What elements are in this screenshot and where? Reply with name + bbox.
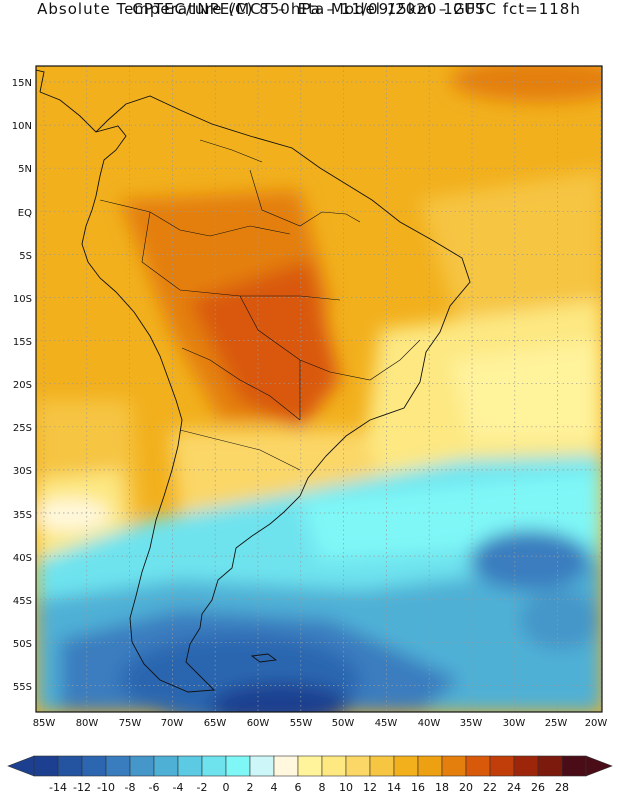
colorbar-cell <box>393 755 419 777</box>
lon-label-45w: 45W <box>375 718 398 729</box>
colorbar-tick-label: 8 <box>319 781 326 794</box>
colorbar-cell <box>297 755 323 777</box>
lon-label-20w: 20W <box>585 718 608 729</box>
colorbar-tick-label: 24 <box>507 781 521 794</box>
falkland-islands <box>250 653 278 663</box>
lon-label-65w: 65W <box>204 718 227 729</box>
lon-label-85w: 85W <box>33 718 56 729</box>
colorbar-tick-label: 6 <box>295 781 302 794</box>
colorbar-tick-label: -10 <box>97 781 115 794</box>
colorbar-cell <box>81 755 107 777</box>
colorbar-cell <box>129 755 155 777</box>
colorbar-tick-label: 0 <box>223 781 230 794</box>
colorbar-tick-label: 2 <box>247 781 254 794</box>
colorbar-tick-label: 18 <box>435 781 449 794</box>
lat-label-15s: 15S <box>13 337 32 348</box>
lat-label-5s: 5S <box>19 251 32 262</box>
colorbar-cell <box>513 755 539 777</box>
colorbar-tick-label: -12 <box>73 781 91 794</box>
colorbar-arrow-high <box>585 755 613 777</box>
central-america-coast <box>36 69 45 93</box>
borders <box>99 139 421 471</box>
colorbar-tick-label: -2 <box>197 781 208 794</box>
lat-label-35s: 35S <box>13 510 32 521</box>
map-subtitle: Absolute Temperature (C) 850hPa – 11/09/… <box>37 0 581 18</box>
colorbar-cell <box>57 755 83 777</box>
lat-label-5n: 5N <box>18 164 32 175</box>
lat-label-25s: 25S <box>13 423 32 434</box>
colorbar-cell <box>489 755 515 777</box>
lon-label-40w: 40W <box>418 718 441 729</box>
colorbar-tick-label: 28 <box>555 781 569 794</box>
lon-label-50w: 50W <box>332 718 355 729</box>
colorbar-cell <box>249 755 275 777</box>
colorbar-cell <box>33 755 59 777</box>
colorbar-tick-label: 26 <box>531 781 545 794</box>
map-title: CPTEC/INPE/MCT – Eta Model 15km – GFS <box>132 0 486 18</box>
south-america-coastline <box>39 91 471 693</box>
colorbar-cell <box>441 755 467 777</box>
lon-label-75w: 75W <box>119 718 142 729</box>
colorbar-cell <box>153 755 179 777</box>
colorbar-tick-label: 16 <box>411 781 425 794</box>
colorbar-cell <box>369 755 395 777</box>
colorbar-arrow-low <box>7 755 35 777</box>
lon-label-60w: 60W <box>247 718 270 729</box>
lat-label-15n: 15N <box>12 78 32 89</box>
colorbar-tick-label: 10 <box>339 781 353 794</box>
colorbar-tick-label: 14 <box>387 781 401 794</box>
colorbar-tick-label: -14 <box>49 781 67 794</box>
colorbar: -14 -12 -10 -8 -6 -4 -2 0 2 4 6 8 10 12 14 16 18 20 22 24 26… <box>7 755 613 794</box>
lon-label-70w: 70W <box>161 718 184 729</box>
colorbar-cell <box>177 755 203 777</box>
temperature-map: 15N 10N 5N EQ 5S 10S 15S 20S 25S 30S 35S… <box>12 65 608 729</box>
colorbar-cell <box>321 755 347 777</box>
colorbar-cell <box>105 755 131 777</box>
lat-label-10n: 10N <box>12 121 32 132</box>
lat-label-10s: 10S <box>13 294 32 305</box>
colorbar-tick-label: 20 <box>459 781 473 794</box>
colorbar-cell <box>225 755 251 777</box>
colorbar-cell <box>537 755 563 777</box>
lat-label-eq: EQ <box>18 208 32 219</box>
colorbar-tick-label: 22 <box>483 781 497 794</box>
colorbar-tick-label: 12 <box>363 781 377 794</box>
lat-label-55s: 55S <box>13 682 32 693</box>
lat-label-50s: 50S <box>13 639 32 650</box>
lat-label-20s: 20S <box>13 380 32 391</box>
colorbar-tick-label: -8 <box>125 781 136 794</box>
colorbar-cell <box>345 755 371 777</box>
colorbar-cell <box>201 755 227 777</box>
lon-label-80w: 80W <box>76 718 99 729</box>
temperature-field <box>36 66 602 712</box>
lat-label-30s: 30S <box>13 466 32 477</box>
lat-label-45s: 45S <box>13 596 32 607</box>
map-frame <box>35 65 603 713</box>
lat-label-40s: 40S <box>13 553 32 564</box>
colorbar-cell <box>417 755 443 777</box>
colorbar-tick-label: 4 <box>271 781 278 794</box>
coastlines <box>36 69 471 693</box>
colorbar-tick-label: -6 <box>149 781 160 794</box>
lon-label-35w: 35W <box>460 718 483 729</box>
lon-label-30w: 30W <box>503 718 526 729</box>
colorbar-cell <box>273 755 299 777</box>
colorbar-cell <box>465 755 491 777</box>
lon-label-55w: 55W <box>290 718 313 729</box>
lon-label-25w: 25W <box>545 718 568 729</box>
colorbar-tick-label: -4 <box>173 781 184 794</box>
colorbar-cell <box>561 755 587 777</box>
